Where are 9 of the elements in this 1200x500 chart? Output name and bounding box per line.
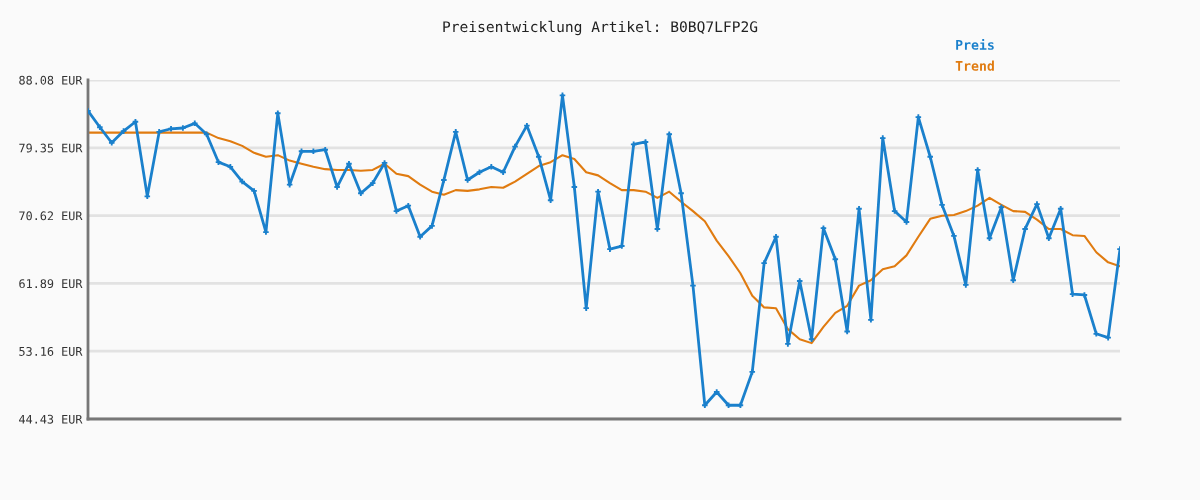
text: Trend [955,60,994,71]
y-tick-label: 44.43 EUR [19,414,83,424]
y-tick-label: 61.89 EUR [19,279,83,289]
y-tick-label: 70.62 EUR [19,211,83,221]
chart-title: Preisentwicklung Artikel: B0BQ7LFP2G [443,20,758,36]
text: Preis [956,38,994,50]
y-tick-label: 88.08 EUR [19,75,83,85]
y-tick-label: 79.35 EUR [19,143,83,153]
y-tick-label: 53.16 EUR [19,346,83,356]
